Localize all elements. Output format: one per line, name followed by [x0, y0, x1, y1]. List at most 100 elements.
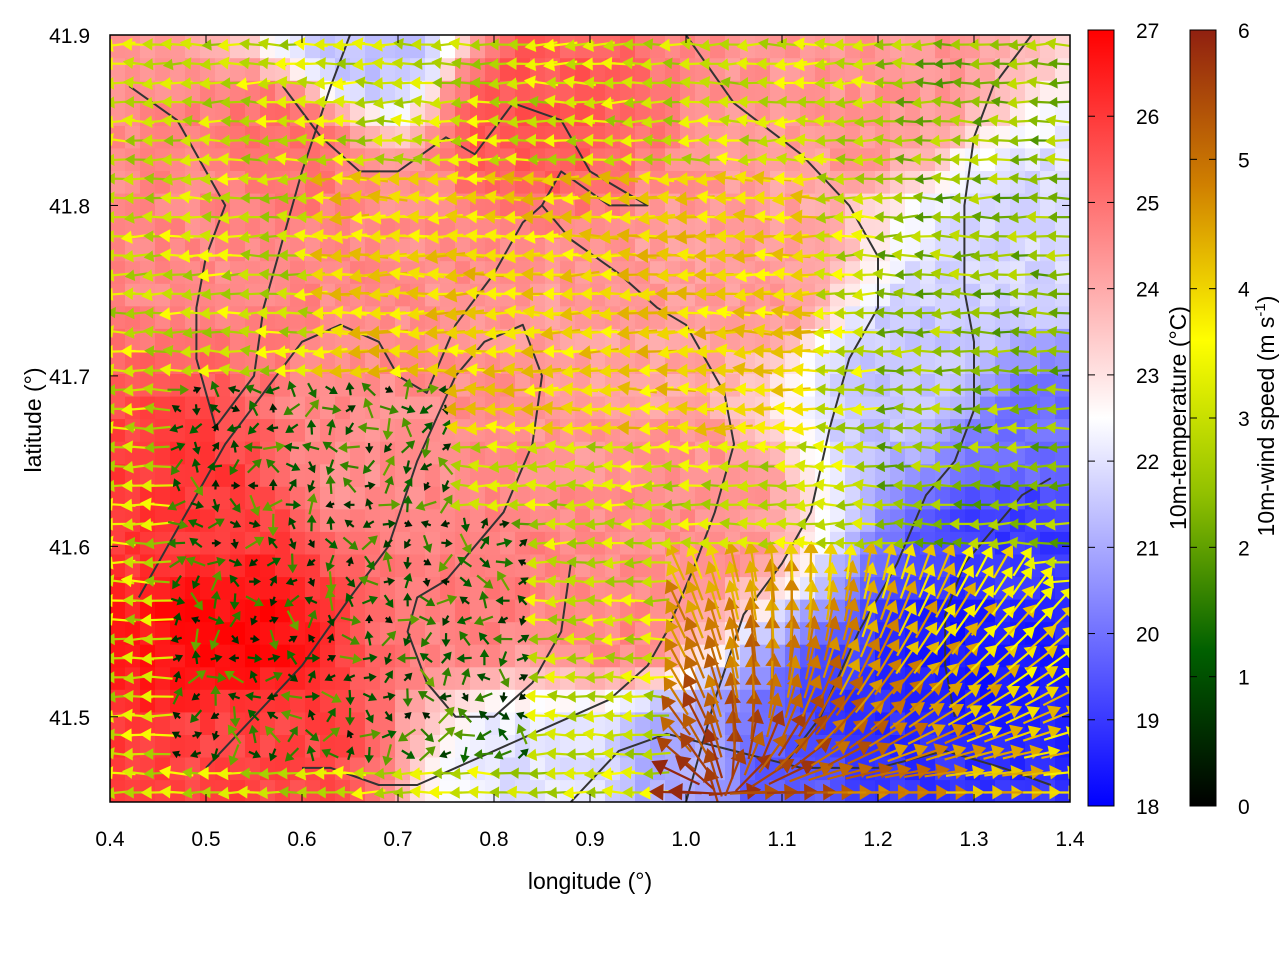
wind-vector — [345, 746, 355, 761]
wind-vector — [248, 724, 259, 744]
wind-vector — [952, 403, 975, 415]
wind-vector — [518, 538, 528, 547]
wind-vector — [953, 582, 976, 618]
temperature-colorbar-tick-label: 20 — [1136, 624, 1159, 647]
temperature-cell — [230, 350, 246, 374]
wind-vector — [991, 327, 1013, 338]
temperature-cell — [410, 734, 426, 758]
temperature-cell — [920, 328, 936, 352]
wind-vector — [704, 616, 723, 660]
temperature-cell — [515, 689, 531, 713]
temperature-cell — [455, 215, 471, 239]
temperature-cell — [980, 57, 996, 81]
temperature-cell — [320, 531, 336, 555]
wind-vector — [657, 345, 694, 360]
temperature-cell — [245, 666, 261, 690]
wind-vector — [516, 723, 528, 745]
wind-vector — [325, 554, 335, 572]
temperature-cell — [905, 779, 921, 802]
temperature-cell — [800, 350, 816, 374]
wind-vector — [441, 633, 451, 648]
wind-vector — [522, 325, 560, 340]
temperature-cell — [185, 260, 201, 284]
x-tick-label: 0.5 — [191, 828, 220, 851]
temperature-cell — [440, 125, 456, 149]
wind-vector — [264, 725, 281, 744]
wind-vector — [210, 685, 221, 706]
temperature-cell — [350, 486, 366, 510]
wind-vector — [667, 783, 722, 801]
wind-vector — [329, 364, 369, 379]
wind-vector — [520, 191, 562, 207]
wind-vector — [917, 583, 936, 617]
wind-vector — [441, 667, 452, 686]
temperature-cell — [800, 260, 816, 284]
wind-vector — [914, 77, 936, 88]
wind-vector — [579, 268, 618, 283]
temperature-cell — [305, 711, 321, 735]
wind-vector — [407, 306, 445, 321]
wind-vector — [306, 514, 317, 532]
temperature-cell — [395, 666, 411, 690]
wind-vector — [248, 750, 262, 759]
wind-vector — [436, 594, 458, 605]
temperature-cell — [200, 373, 216, 397]
wind-vector — [1028, 192, 1053, 204]
temperature-cell — [620, 463, 636, 487]
wind-vector — [286, 610, 299, 631]
temperature-cell — [155, 734, 171, 758]
wind-vector — [365, 614, 374, 624]
temperature-cell — [995, 418, 1011, 442]
wind-vector — [895, 641, 919, 675]
temperature-cell — [200, 689, 216, 713]
temperature-cell — [335, 441, 351, 465]
temperature-cell — [980, 80, 996, 104]
y-tick-label: 41.6 — [49, 536, 90, 559]
wind-vector — [247, 458, 262, 474]
temperature-cell — [500, 125, 516, 149]
wind-vector — [268, 478, 278, 491]
wind-vector — [172, 711, 181, 720]
x-tick-label: 0.7 — [383, 828, 412, 851]
wind-vector — [362, 653, 378, 663]
wind-vector — [473, 615, 494, 626]
wind-vector — [307, 609, 318, 629]
wind-vector — [949, 173, 977, 185]
wind-vector — [190, 709, 203, 724]
wind-vector — [764, 540, 779, 582]
temperature-cell — [155, 260, 171, 284]
temperature-cell — [425, 441, 441, 465]
x-tick-label: 0.8 — [479, 828, 508, 851]
wind-vector — [250, 634, 260, 643]
wind-vector — [733, 402, 772, 417]
temperature-cell — [590, 328, 606, 352]
wind-vector — [307, 577, 315, 587]
temperature-cell — [545, 463, 561, 487]
wind-vector — [209, 629, 221, 651]
temperature-cell — [875, 463, 891, 487]
temperature-cell — [455, 170, 471, 194]
wind-vector — [191, 616, 201, 625]
temperature-cell — [1010, 553, 1026, 578]
wind-vector — [305, 691, 321, 702]
wind-vector — [1046, 460, 1070, 473]
wind-vector — [874, 231, 900, 243]
temperature-cell — [305, 80, 321, 104]
temperature-cell — [455, 350, 471, 374]
wind-vector — [642, 595, 670, 608]
wind-vector — [1048, 173, 1070, 185]
wind-vector — [1028, 537, 1053, 549]
wind-vector — [396, 653, 417, 664]
wind-vector — [1047, 441, 1070, 454]
wind-vector — [170, 634, 183, 644]
temperature-cell — [335, 599, 351, 623]
wind-vector — [520, 363, 562, 379]
temperature-cell — [650, 644, 666, 668]
wind-vector — [1007, 499, 1035, 512]
wind-colorbar-title: 10m-wind speed (m s-1) — [1252, 296, 1279, 537]
temperature-cell — [155, 689, 171, 713]
temperature-cell — [1055, 486, 1070, 510]
wind-vector — [231, 481, 241, 490]
wind-vector — [1027, 287, 1053, 299]
temperature-cell — [290, 666, 306, 690]
